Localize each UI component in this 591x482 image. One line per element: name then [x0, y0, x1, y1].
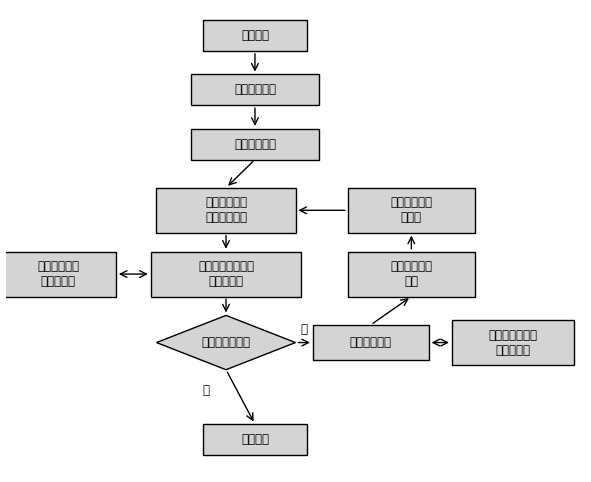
Bar [157, 188, 296, 233]
Text: 产生初始种群: 产生初始种群 [234, 83, 276, 96]
Bar [203, 20, 307, 51]
Text: 密集度计算及
约束条件处理: 密集度计算及 约束条件处理 [205, 196, 247, 224]
Text: 是: 是 [202, 385, 209, 398]
Text: 计算目标函数: 计算目标函数 [234, 138, 276, 151]
Text: 计算子代目标
函数: 计算子代目标 函数 [390, 260, 433, 288]
Text: 产生子代种群: 产生子代种群 [350, 336, 392, 349]
Bar [348, 252, 475, 296]
Bar [313, 325, 428, 360]
Text: 基于排序、密集度
形成新种群: 基于排序、密集度 形成新种群 [198, 260, 254, 288]
Bar [191, 129, 319, 160]
Bar [191, 75, 319, 105]
Text: 合并父代和子
代种群: 合并父代和子 代种群 [390, 196, 433, 224]
Bar [348, 188, 475, 233]
Bar [0, 252, 116, 296]
Text: 满足停止条件？: 满足停止条件？ [202, 336, 251, 349]
Text: 精英保留选择、
交叉、变异: 精英保留选择、 交叉、变异 [488, 329, 537, 357]
Text: 程序开始: 程序开始 [241, 29, 269, 42]
Bar [203, 424, 307, 455]
Bar [151, 252, 301, 296]
Bar [452, 320, 573, 365]
Text: 否: 否 [301, 323, 308, 336]
Text: 程序结束: 程序结束 [241, 433, 269, 446]
Polygon shape [157, 315, 296, 370]
Text: 快速分层非劣
快速排序法: 快速分层非劣 快速排序法 [37, 260, 79, 288]
